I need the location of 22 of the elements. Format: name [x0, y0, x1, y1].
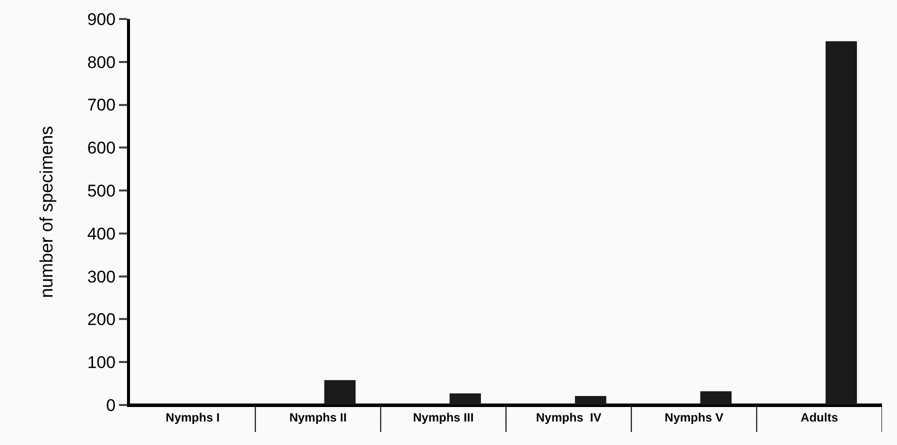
y-axis-title: number of specimens: [36, 126, 56, 298]
y-tick-label: 500: [87, 182, 116, 201]
x-tick-label: Adults: [800, 410, 838, 424]
x-tick-label: Nymphs V: [664, 410, 724, 424]
bar: [324, 380, 356, 405]
y-tick-label: 900: [87, 10, 116, 29]
y-tick-label: 800: [87, 52, 116, 72]
y-tick-label: 700: [87, 96, 116, 115]
x-tick-label: Nymphs I: [166, 410, 220, 424]
bar: [574, 396, 606, 405]
bar: [700, 391, 732, 405]
y-tick-label: 400: [87, 224, 116, 244]
bar: [450, 393, 481, 405]
y-tick-label: 0: [106, 396, 116, 415]
y-tick-label: 300: [87, 267, 116, 286]
y-tick-label: 100: [87, 353, 116, 372]
y-tick-label: 600: [87, 138, 116, 158]
bar: [826, 41, 857, 405]
y-tick-label: 200: [87, 310, 116, 330]
x-tick-label: Nymphs III: [412, 410, 474, 424]
x-tick-label: Nymphs II: [289, 410, 347, 424]
x-tick-label: Nymphs IV: [536, 410, 602, 424]
